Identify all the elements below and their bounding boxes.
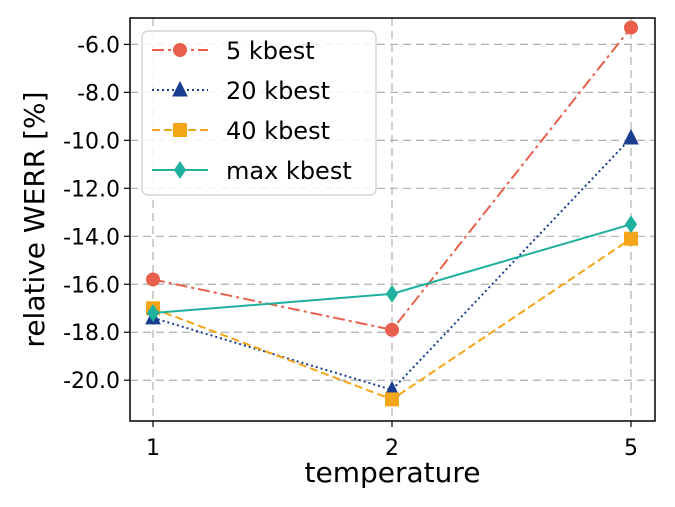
legend-item: 5 kbest xyxy=(152,37,315,65)
data-point xyxy=(624,215,638,234)
series-max-kbest xyxy=(146,215,638,322)
legend-marker xyxy=(173,161,187,179)
y-tick-label: -10.0 xyxy=(63,129,120,154)
data-point xyxy=(385,284,399,303)
legend-item: 40 kbest xyxy=(152,117,330,145)
x-tick-label: 2 xyxy=(385,436,399,461)
legend-label: 20 kbest xyxy=(226,77,330,105)
legend-item: max kbest xyxy=(152,157,352,185)
data-point xyxy=(385,322,399,337)
y-tick-label: -18.0 xyxy=(63,321,120,346)
legend-label: 40 kbest xyxy=(226,117,330,145)
data-point xyxy=(385,392,399,407)
legend-item: 20 kbest xyxy=(152,77,330,105)
legend: 5 kbest 20 kbest 40 kbest max kbest xyxy=(141,30,377,196)
legend-marker xyxy=(173,43,187,57)
axis-ticks: -6.0 -8.0 -10.0 -12.0 -14.0 -16.0 -18.0 -20.0 1 2… xyxy=(63,33,638,461)
y-tick-label: -6.0 xyxy=(77,33,120,58)
y-tick-label: -16.0 xyxy=(63,273,120,298)
x-tick-label: 5 xyxy=(624,436,638,461)
y-axis-label: relative WERR [%] xyxy=(18,91,51,347)
legend-label: 5 kbest xyxy=(226,37,315,65)
data-point xyxy=(146,272,160,287)
y-tick-label: -20.0 xyxy=(63,369,120,394)
data-point xyxy=(146,304,160,322)
y-tick-label: -8.0 xyxy=(77,81,120,106)
series-5-kbest xyxy=(146,20,638,337)
data-point xyxy=(624,231,638,246)
legend-marker xyxy=(173,123,187,137)
x-axis-label: temperature xyxy=(305,456,481,489)
series-layer xyxy=(145,20,639,407)
series-line xyxy=(152,137,632,391)
series-line xyxy=(152,26,632,331)
y-tick-label: -12.0 xyxy=(63,177,120,202)
data-point xyxy=(624,20,638,35)
x-tick-label: 1 xyxy=(146,436,160,461)
legend-box xyxy=(141,30,377,196)
legend-marker xyxy=(172,80,188,97)
data-point xyxy=(623,128,639,145)
legend-label: max kbest xyxy=(226,157,352,185)
y-tick-label: -14.0 xyxy=(63,225,120,250)
